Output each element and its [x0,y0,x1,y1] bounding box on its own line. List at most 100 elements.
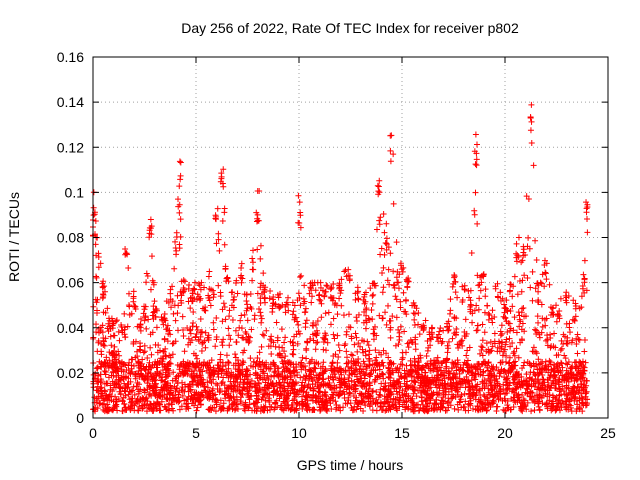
data-point [141,366,148,373]
data-point [376,312,383,319]
data-point [289,311,296,318]
data-point [180,277,187,284]
data-point [297,374,304,381]
data-point [228,382,235,389]
data-point [294,340,301,347]
data-point [513,368,520,375]
data-point [497,395,504,402]
data-point [277,391,284,398]
data-point [261,332,268,339]
data-point [561,391,568,398]
data-point [167,354,174,361]
data-point [163,406,170,413]
data-point [479,321,486,328]
data-point [207,302,214,309]
data-point [445,388,452,395]
data-point [474,322,481,329]
data-point [249,266,256,273]
data-point [533,350,540,357]
data-point [532,380,539,387]
data-point [310,337,317,344]
data-point [579,282,586,289]
data-point [523,379,530,386]
data-point [423,353,430,360]
data-point [172,338,179,345]
data-point [558,359,565,366]
data-point [297,224,304,231]
data-point [454,361,461,368]
data-point [542,270,549,277]
data-point [384,277,391,284]
data-point [226,342,233,349]
data-point [163,396,170,403]
data-point [572,365,579,372]
data-point [373,396,380,403]
data-point [250,247,257,254]
data-point [258,319,265,326]
data-point [397,298,404,305]
data-point [528,408,535,415]
data-point [133,383,140,390]
data-point [204,384,211,391]
data-point [122,246,129,253]
data-point [541,316,548,323]
data-point [472,370,479,377]
data-point [370,336,377,343]
data-point [262,390,269,397]
data-point [457,340,464,347]
data-point [371,280,378,287]
data-point [376,349,383,356]
data-point [462,398,469,405]
data-point [340,379,347,386]
plot-frame [92,56,609,419]
data-point [310,406,317,413]
data-point [573,341,580,348]
data-point [387,324,394,331]
data-point [183,400,190,407]
data-point [291,302,298,309]
data-point [327,294,334,301]
data-point [259,331,266,338]
data-point [130,338,137,345]
data-point [164,322,171,329]
data-point [176,209,183,216]
data-point [293,361,300,368]
data-point [274,291,281,298]
data-point [212,408,219,415]
data-point [479,344,486,351]
data-point [539,376,546,383]
data-point [162,378,169,385]
data-point [581,348,588,355]
data-point [513,385,520,392]
data-point [520,362,527,369]
data-point [520,305,527,312]
data-point [239,275,246,282]
data-point [225,385,232,392]
data-point [202,387,209,394]
data-point [92,273,99,280]
data-point [361,293,368,300]
data-point [265,395,272,402]
data-point [125,391,132,398]
data-point [206,285,213,292]
data-point [383,220,390,227]
data-point [243,291,250,298]
data-point [238,279,245,286]
data-point [93,321,100,328]
data-point [391,381,398,388]
data-point [94,296,101,303]
data-point [529,297,536,304]
data-point [426,400,433,407]
data-point [228,302,235,309]
data-point [395,279,402,286]
data-point [489,387,496,394]
data-point [169,401,176,408]
data-point [378,380,385,387]
data-point [176,183,183,190]
data-point [516,323,523,330]
data-point [219,218,226,225]
data-point [520,401,527,408]
data-point [322,335,329,342]
data-point [302,309,309,316]
data-point [164,363,171,370]
